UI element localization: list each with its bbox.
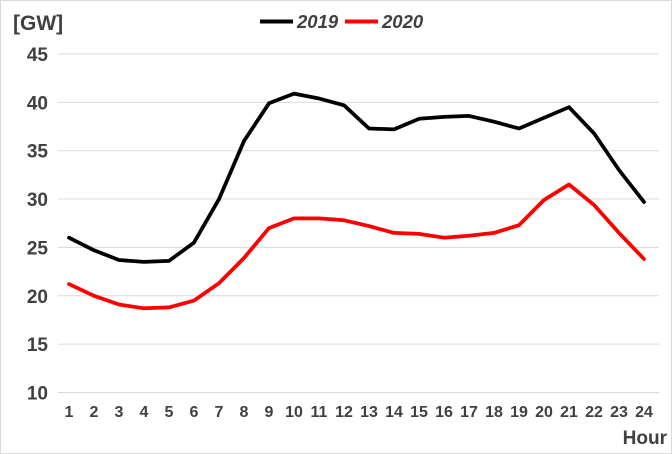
legend-label-2020: 2020: [381, 11, 424, 32]
y-axis-tick-label: 15: [27, 335, 49, 356]
y-axis-tick-label: 30: [27, 190, 48, 211]
x-axis-tick-label: 14: [385, 404, 403, 421]
x-axis-tick-label: 7: [215, 404, 224, 421]
x-axis-tick-label: 6: [190, 404, 199, 421]
x-axis-tick-label: 2: [90, 404, 99, 421]
x-axis-tick-label: 10: [285, 404, 303, 421]
y-axis-labels: 45 40 35 30 25 20 15 10: [27, 45, 49, 404]
x-axis-tick-label: 13: [360, 404, 378, 421]
y-axis-tick-label: 25: [27, 238, 49, 259]
y-axis-unit-label: [GW]: [13, 12, 63, 35]
x-axis-tick-label: 23: [610, 404, 628, 421]
x-axis-tick-label: 8: [240, 404, 249, 421]
x-axis-tick-label: 5: [165, 404, 174, 421]
x-axis-tick-label: 3: [115, 404, 124, 421]
x-axis-tick-label: 19: [510, 404, 528, 421]
x-axis-tick-label: 4: [140, 404, 149, 421]
x-axis-tick-label: 12: [335, 404, 353, 421]
y-axis-tick-label: 20: [27, 287, 48, 308]
x-axis-tick-label: 11: [311, 404, 328, 421]
legend-label-2019: 2019: [296, 11, 339, 32]
x-axis-tick-label: 24: [635, 404, 653, 421]
legend: 2019 2020: [260, 11, 424, 32]
y-axis-tick-label: 45: [27, 45, 49, 66]
x-axis-tick-label: 18: [485, 404, 503, 421]
x-axis-title: Hour: [623, 428, 668, 449]
x-axis-tick-label: 17: [460, 404, 478, 421]
y-axis-tick-label: 10: [27, 383, 48, 404]
series-line-2020: [67, 182, 646, 311]
series-lines: [67, 91, 646, 311]
x-axis-tick-label: 1: [65, 404, 74, 421]
x-axis-tick-label: 21: [560, 404, 578, 421]
x-axis-tick-label: 9: [265, 404, 274, 421]
series-line-2019: [67, 91, 646, 264]
x-axis-labels: 1 2 3 4 5 6 7 8 9 10 11 12 13 14 15 16 17 18 19 20 21 22 23 24: [65, 404, 653, 421]
y-axis-tick-label: 40: [27, 93, 48, 114]
x-axis-tick-label: 22: [585, 404, 603, 421]
gridlines: [58, 53, 659, 393]
y-axis-tick-label: 35: [27, 142, 49, 163]
x-axis-tick-label: 15: [410, 404, 428, 421]
x-axis-tick-label: 16: [435, 404, 453, 421]
x-axis-tick-label: 20: [535, 404, 553, 421]
